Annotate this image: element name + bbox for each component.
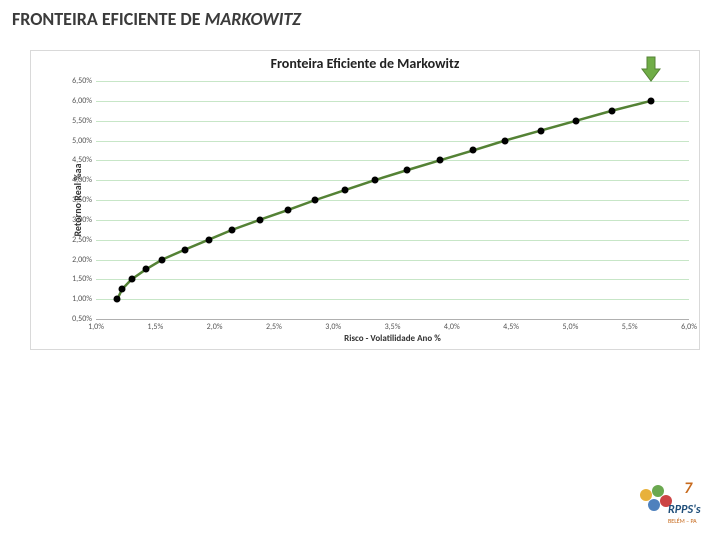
- grid-line: [96, 200, 689, 201]
- x-tick-label: 2,0%: [207, 319, 223, 332]
- x-tick-label: 3,5%: [385, 319, 401, 332]
- svg-text:7: 7: [684, 479, 693, 498]
- logo-text: RPPS's: [668, 503, 701, 517]
- x-tick-label: 5,0%: [562, 319, 578, 332]
- grid-line: [96, 220, 689, 221]
- data-point: [537, 127, 544, 134]
- x-tick-label: 2,5%: [266, 319, 282, 332]
- title-italic: MARKOWITZ: [205, 8, 301, 30]
- x-tick-label: 1,0%: [88, 319, 104, 332]
- data-point: [608, 107, 615, 114]
- grid-line: [96, 121, 689, 122]
- data-point: [181, 246, 188, 253]
- y-tick-label: 6,50%: [72, 76, 96, 86]
- grid-line: [96, 279, 689, 280]
- data-point: [502, 137, 509, 144]
- data-point: [256, 216, 263, 223]
- grid-line: [96, 240, 689, 241]
- data-point: [205, 236, 212, 243]
- page-title: FRONTEIRA EFICIENTE DE MARKOWITZ: [12, 8, 301, 30]
- y-tick-label: 5,00%: [72, 136, 96, 146]
- x-tick-label: 6,0%: [681, 319, 697, 332]
- data-point: [470, 147, 477, 154]
- grid-line: [96, 81, 689, 82]
- title-plain: FRONTEIRA EFICIENTE DE: [12, 8, 205, 30]
- y-tick-label: 1,00%: [72, 294, 96, 304]
- data-point: [159, 256, 166, 263]
- data-point: [312, 197, 319, 204]
- x-tick-label: 1,5%: [147, 319, 163, 332]
- y-tick-label: 6,00%: [72, 96, 96, 106]
- grid-line: [96, 260, 689, 261]
- data-point: [128, 276, 135, 283]
- grid-line: [96, 101, 689, 102]
- data-point: [371, 177, 378, 184]
- data-point: [119, 286, 126, 293]
- grid-line: [96, 160, 689, 161]
- data-point: [342, 187, 349, 194]
- x-tick-label: 3,0%: [325, 319, 341, 332]
- x-axis-label: Risco - Volatilidade Ano %: [344, 333, 441, 344]
- chart-title: Fronteira Eficiente de Markowitz: [31, 51, 699, 76]
- y-tick-label: 5,50%: [72, 116, 96, 126]
- data-point: [648, 97, 655, 104]
- data-point: [403, 167, 410, 174]
- data-point: [142, 266, 149, 273]
- chart-container: Fronteira Eficiente de Markowitz 0,50%1,…: [30, 50, 700, 350]
- grid-line: [96, 141, 689, 142]
- data-point: [229, 226, 236, 233]
- arrow-indicator-icon: [640, 55, 662, 83]
- logo-location: BELÉM – PA: [668, 517, 697, 525]
- data-point: [436, 157, 443, 164]
- x-tick-label: 4,0%: [444, 319, 460, 332]
- data-point: [114, 296, 121, 303]
- footer-logo: 7 RPPS's BELÉM – PA: [628, 477, 708, 532]
- x-tick-label: 4,5%: [503, 319, 519, 332]
- grid-line: [96, 299, 689, 300]
- y-tick-label: 1,50%: [72, 274, 96, 284]
- y-tick-label: 2,00%: [72, 255, 96, 265]
- data-point: [573, 117, 580, 124]
- y-axis-label: Retorno Real %aa: [71, 163, 84, 236]
- x-tick-label: 5,5%: [622, 319, 638, 332]
- plot-area: 0,50%1,00%1,50%2,00%2,50%3,00%3,50%4,00%…: [96, 81, 689, 319]
- data-point: [285, 206, 292, 213]
- grid-line: [96, 180, 689, 181]
